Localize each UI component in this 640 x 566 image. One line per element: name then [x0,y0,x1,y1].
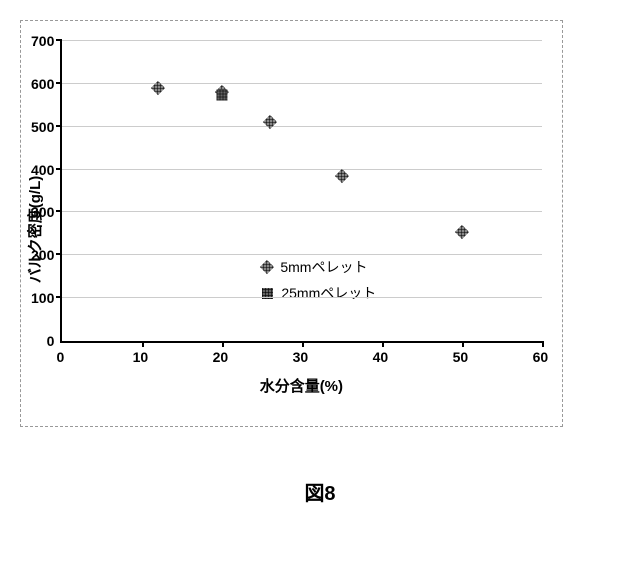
x-tick: 50 [453,349,469,365]
legend-label: 25mmペレット [281,283,376,303]
x-tick: 0 [56,349,64,365]
x-tick: 30 [293,349,309,365]
scatter-chart: バルク密度(g/L) 7006005004003002001000 5mmペレッ… [31,41,542,396]
diamond-icon [260,260,274,274]
x-axis-label: 水分含量(%) [60,375,542,396]
x-tick: 10 [133,349,149,365]
data-point [217,89,228,100]
chart-frame: バルク密度(g/L) 7006005004003002001000 5mmペレッ… [20,20,563,427]
x-tick: 60 [533,349,549,365]
data-point [335,169,349,183]
x-tick: 20 [213,349,229,365]
data-point [263,115,277,129]
legend-label: 5mmペレット [280,257,367,277]
legend: 5mmペレット 25mmペレット [262,251,376,309]
figure-caption: 図8 [20,477,620,506]
x-tick: 40 [373,349,389,365]
legend-item: 25mmペレット [262,283,376,303]
x-ticks: 0102030405060 [60,343,540,367]
legend-item: 5mmペレット [262,257,376,277]
plot-area: 5mmペレット 25mmペレット [60,41,542,343]
y-axis-label: バルク密度(g/L) [24,175,45,282]
data-point [455,225,469,239]
